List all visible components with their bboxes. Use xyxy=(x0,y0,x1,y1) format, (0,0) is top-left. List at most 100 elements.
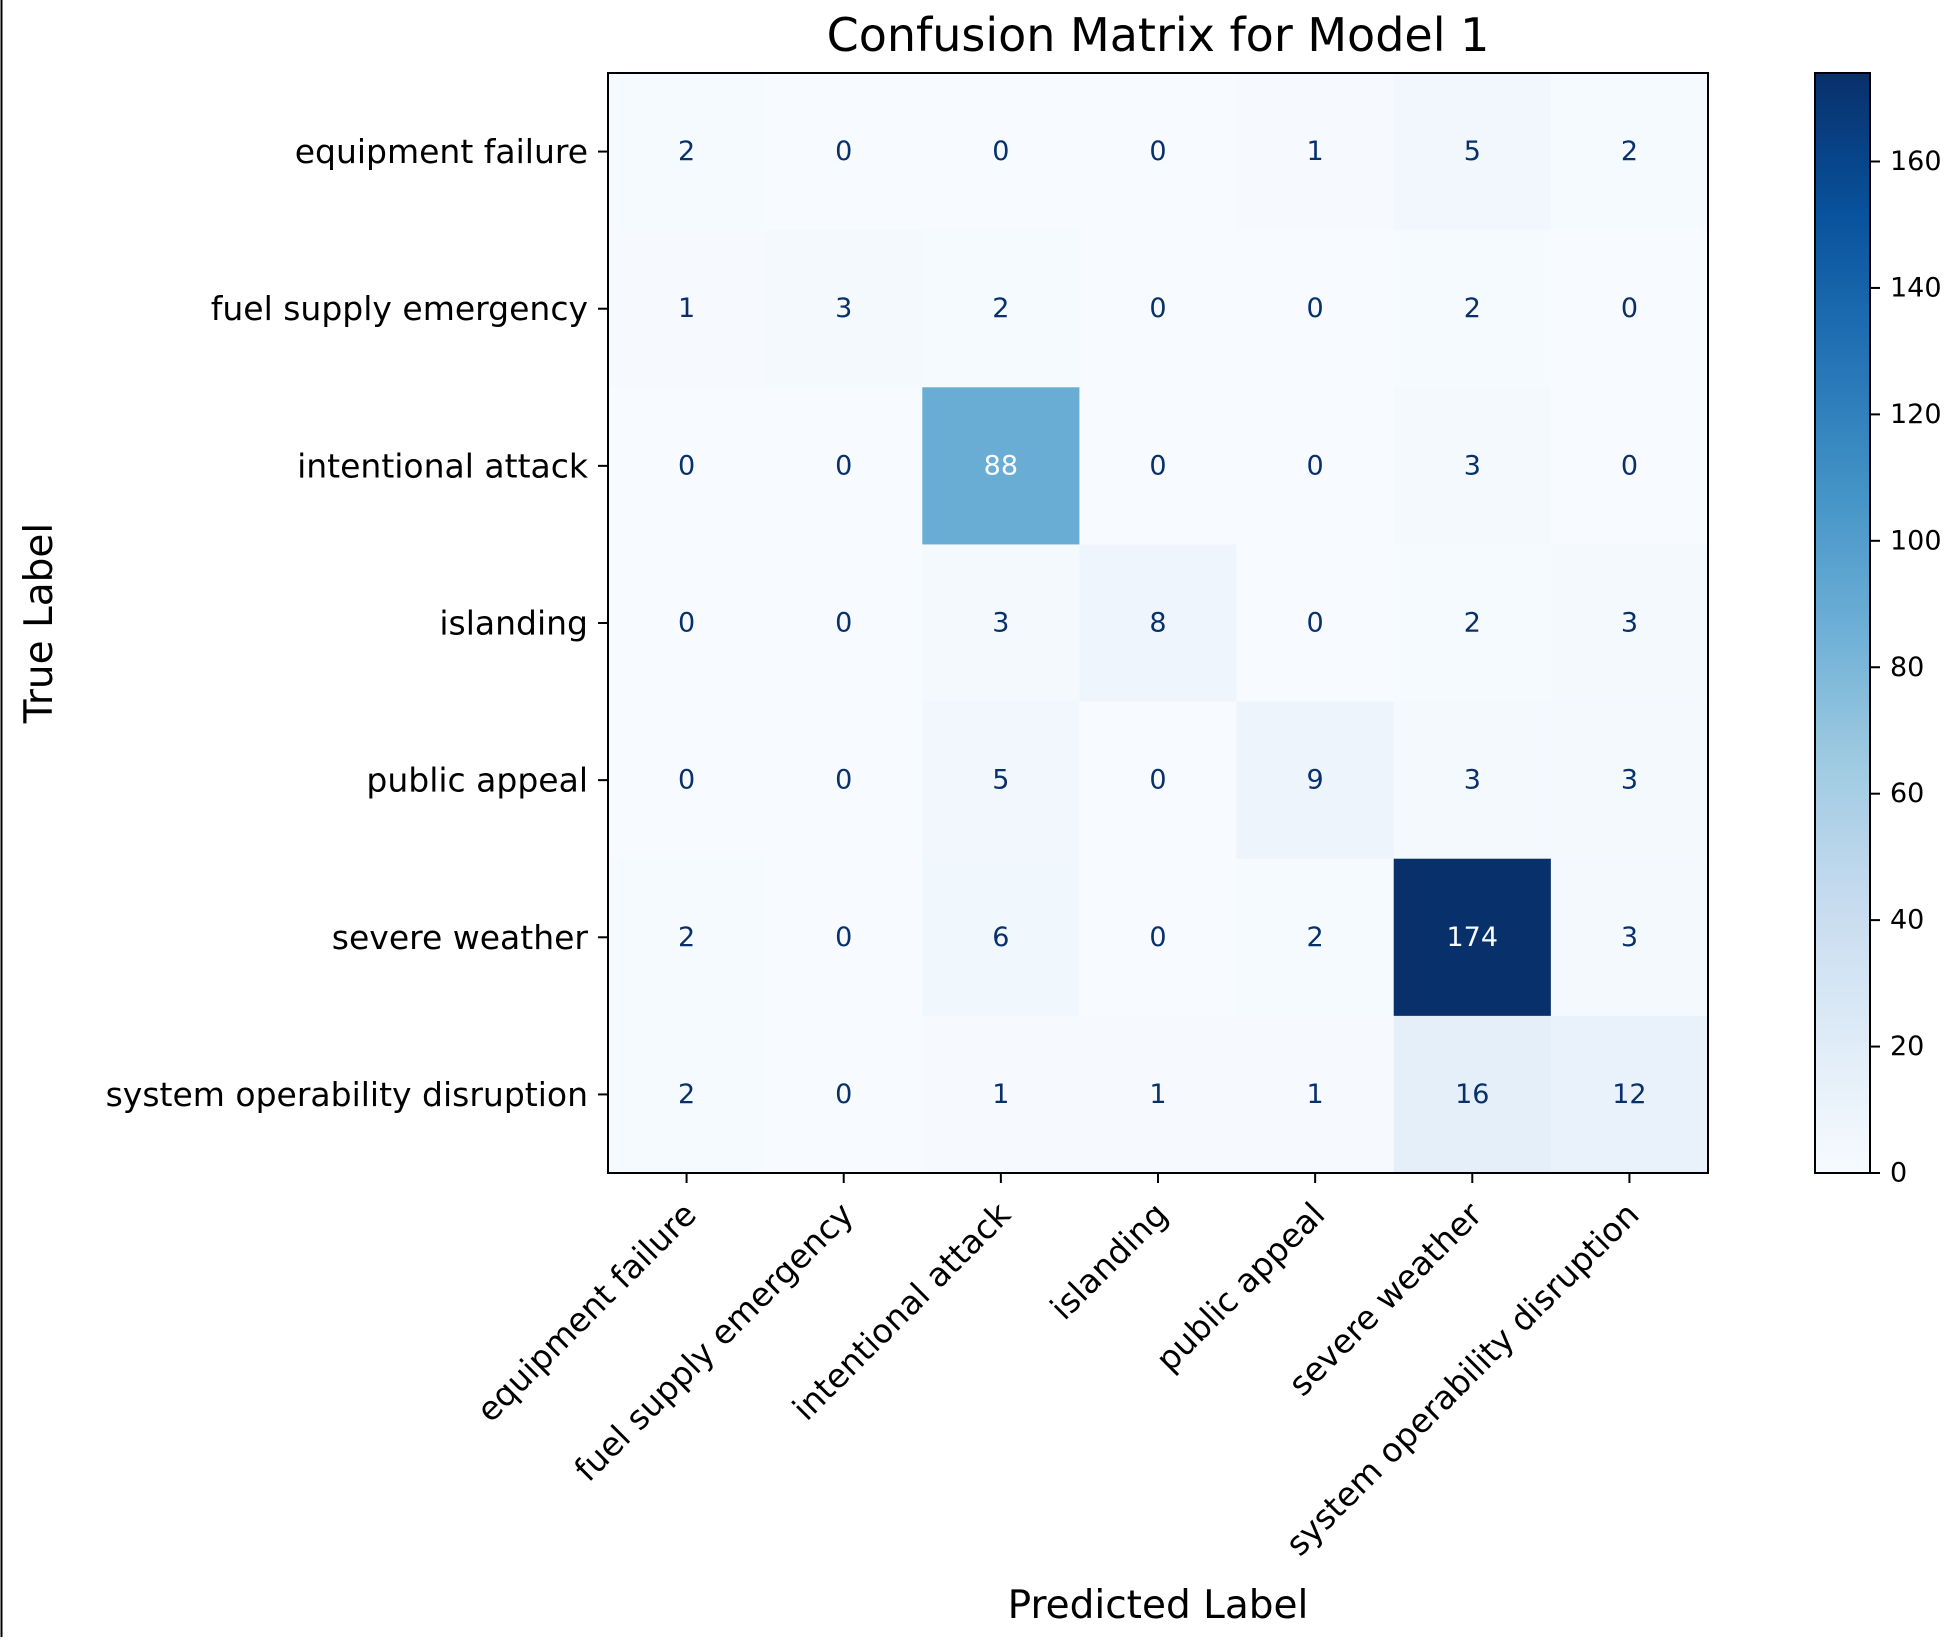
cell-value-label: 1 xyxy=(1149,1079,1166,1110)
cell-value-label: 0 xyxy=(835,136,852,167)
cell-value-label: 0 xyxy=(835,1079,852,1110)
x-tick-label: islanding xyxy=(1042,1195,1175,1328)
matrix-cell xyxy=(922,230,1080,388)
matrix-cell xyxy=(608,1015,766,1174)
cell-value-label: 3 xyxy=(992,608,1009,639)
matrix-cell xyxy=(922,701,1080,860)
cell-value-label: 1 xyxy=(992,1079,1009,1110)
cell-value-label: 0 xyxy=(1621,450,1638,481)
x-axis-title: Predicted Label xyxy=(1008,1583,1309,1628)
cell-value-label: 3 xyxy=(1621,765,1638,796)
matrix-cell xyxy=(765,230,923,388)
matrix-cell xyxy=(1550,544,1709,703)
matrix-cell xyxy=(765,544,923,703)
y-axis-ticks: equipment failure fuel supply emergency in… xyxy=(106,132,608,1114)
colorbar-tick-label: 160 xyxy=(1890,146,1942,177)
matrix-cell xyxy=(1236,544,1395,703)
colorbar xyxy=(1814,72,1871,1174)
matrix-cell xyxy=(765,387,923,545)
matrix-cell xyxy=(922,73,1080,231)
cell-value-label: 0 xyxy=(1149,765,1166,796)
cell-value-label: 1 xyxy=(678,293,695,324)
cell-value-label: 3 xyxy=(1621,922,1638,953)
matrix-cell-labels: 2 0 0 0 1 5 2 1 3 2 0 0 2 0 0 0 88 0 0 3 0 0 0 3 8 0 2 3 0 0 5 0 9 3 3 2 0 6 0… xyxy=(678,136,1647,1110)
cell-value-label: 0 xyxy=(1307,450,1324,481)
cell-value-label: 3 xyxy=(835,293,852,324)
matrix-cell xyxy=(1393,701,1552,860)
matrix-cell xyxy=(1079,387,1238,545)
matrix-cell xyxy=(1236,387,1395,545)
cell-value-label: 12 xyxy=(1612,1079,1646,1110)
matrix-cell xyxy=(1079,701,1238,860)
matrix-cell xyxy=(1079,73,1238,231)
cell-value-label: 3 xyxy=(1464,450,1481,481)
cell-value-label: 16 xyxy=(1455,1079,1489,1110)
cell-value-label: 0 xyxy=(835,765,852,796)
matrix-cell xyxy=(765,701,923,860)
y-tick-label: intentional attack xyxy=(297,446,589,485)
matrix-cell xyxy=(1550,1015,1709,1174)
matrix-cell xyxy=(1079,230,1238,388)
cell-value-label: 9 xyxy=(1307,765,1324,796)
colorbar-tick-label: 80 xyxy=(1890,652,1924,683)
matrix-cell xyxy=(922,858,1080,1017)
matrix-cell xyxy=(1550,73,1709,231)
matrix-cell xyxy=(608,387,766,545)
matrix-cell xyxy=(1236,701,1395,860)
y-tick-label: equipment failure xyxy=(295,132,588,171)
x-tick-label: system operability disruption xyxy=(1278,1195,1647,1564)
matrix-cell xyxy=(608,858,766,1017)
cell-value-label: 2 xyxy=(1621,136,1638,167)
cell-value-label: 5 xyxy=(992,765,1009,796)
cell-value-label: 0 xyxy=(835,450,852,481)
matrix-cell xyxy=(608,230,766,388)
matrix-cell xyxy=(765,858,923,1017)
y-axis-title: True Label xyxy=(17,523,62,724)
cell-value-label: 0 xyxy=(678,765,695,796)
colorbar-tick-label: 100 xyxy=(1890,525,1942,556)
matrix-cell xyxy=(1393,230,1552,388)
matrix-cell xyxy=(765,73,923,231)
cell-value-label: 0 xyxy=(1149,136,1166,167)
cell-value-label: 2 xyxy=(992,293,1009,324)
cell-value-label: 1 xyxy=(1307,136,1324,167)
cell-value-label: 0 xyxy=(678,608,695,639)
cell-value-label: 1 xyxy=(1307,1079,1324,1110)
cell-value-label: 174 xyxy=(1447,922,1499,953)
matrix-cell xyxy=(922,1015,1080,1174)
matrix-cell xyxy=(1550,858,1709,1017)
y-tick-label: system operability disruption xyxy=(106,1075,588,1114)
colorbar-tick-label: 40 xyxy=(1890,905,1924,936)
matrix-cell xyxy=(1236,1015,1395,1174)
y-tick-label: severe weather xyxy=(332,918,589,957)
cell-value-label: 2 xyxy=(1464,293,1481,324)
cell-value-label: 88 xyxy=(984,450,1018,481)
cell-value-label: 0 xyxy=(992,136,1009,167)
cell-value-label: 0 xyxy=(1307,608,1324,639)
cell-value-label: 2 xyxy=(678,922,695,953)
matrix-cell xyxy=(1079,544,1238,703)
matrix-cell xyxy=(1236,73,1395,231)
matrix-cell xyxy=(1550,230,1709,388)
matrix-cell xyxy=(922,544,1080,703)
colorbar-ticks: 0 20 40 60 80 100 120 140 160 xyxy=(1870,146,1942,1189)
colorbar-tick-label: 60 xyxy=(1890,778,1924,809)
cell-value-label: 0 xyxy=(835,608,852,639)
colorbar-tick-label: 140 xyxy=(1890,272,1942,303)
cell-value-label: 2 xyxy=(1307,922,1324,953)
cell-value-label: 0 xyxy=(1149,293,1166,324)
cell-value-label: 0 xyxy=(1149,922,1166,953)
matrix-cell xyxy=(1393,387,1552,545)
matrix-cell xyxy=(765,1015,923,1174)
matrix-cell xyxy=(1236,858,1395,1017)
matrix-cell xyxy=(1236,230,1395,388)
matrix-cell xyxy=(608,544,766,703)
x-tick-label: fuel supply emergency xyxy=(567,1195,861,1489)
cell-value-label: 3 xyxy=(1621,608,1638,639)
matrix-cells xyxy=(608,73,1709,1174)
cell-value-label: 2 xyxy=(1464,608,1481,639)
cell-value-label: 8 xyxy=(1149,608,1166,639)
